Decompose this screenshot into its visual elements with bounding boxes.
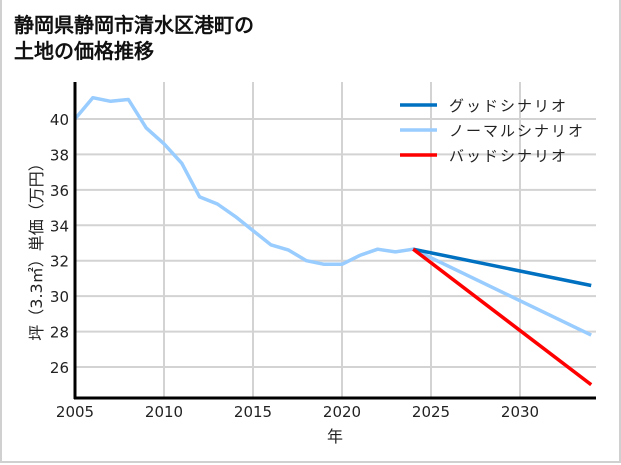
- series-lines: [73, 95, 593, 387]
- x-tick-label: 2030: [501, 403, 539, 421]
- y-tick-label: 36: [50, 182, 69, 200]
- y-tick-label: 34: [50, 217, 69, 235]
- legend-label: ノーマルシナリオ: [449, 122, 585, 140]
- x-axis-label: 年: [327, 427, 343, 446]
- x-tick-label: 2010: [145, 403, 183, 421]
- series-line: [412, 247, 593, 387]
- legend-label: グッドシナリオ: [449, 97, 568, 115]
- tick-labels: 26 28 30 32 34 36 38 40 2005 2010 2015 2020 2025 2030: [50, 111, 539, 421]
- series-line: [412, 247, 592, 288]
- x-tick-label: 2015: [234, 403, 272, 421]
- y-tick-label: 30: [50, 288, 69, 306]
- y-tick-label: 26: [50, 359, 69, 377]
- legend-label: バッドシナリオ: [449, 147, 568, 165]
- chart-title: 静岡県静岡市清水区港町の 土地の価格推移: [14, 12, 254, 64]
- chart-title-line-1: 静岡県静岡市清水区港町の: [14, 13, 254, 37]
- y-axis-label: 坪（3.3㎡）単価（万円）: [27, 155, 46, 340]
- chart-title-line-2: 土地の価格推移: [14, 39, 154, 63]
- y-tick-label: 32: [50, 253, 69, 271]
- x-tick-label: 2020: [323, 403, 361, 421]
- axes: [73, 82, 596, 400]
- y-tick-label: 38: [50, 146, 69, 164]
- y-tick-label: 28: [50, 324, 69, 342]
- y-tick-label: 40: [50, 111, 69, 129]
- x-tick-label: 2005: [56, 403, 94, 421]
- x-tick-label: 2025: [412, 403, 450, 421]
- series-line: [73, 95, 592, 337]
